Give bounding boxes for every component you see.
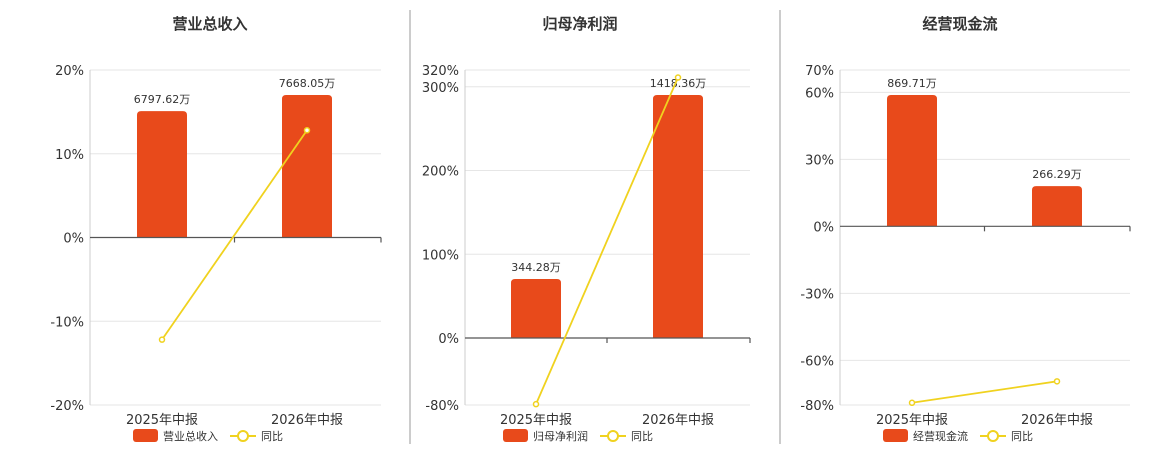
yoy-line bbox=[535, 77, 679, 405]
bar-2 bbox=[282, 95, 332, 238]
yoy-point-2 bbox=[303, 127, 311, 134]
bar-1 bbox=[887, 95, 937, 227]
legend-line-marker bbox=[607, 430, 619, 442]
legend-bar-swatch bbox=[133, 429, 158, 442]
legend-bar-label: 归母净利润 bbox=[533, 429, 588, 443]
legend-bar-swatch bbox=[503, 429, 528, 442]
category-label: 2026年中报 bbox=[271, 413, 343, 428]
bar-data-label: 7668.05万 bbox=[279, 77, 336, 90]
chart-title: 归母净利润 bbox=[542, 15, 617, 33]
bar-2 bbox=[653, 95, 703, 338]
legend-line-marker bbox=[237, 430, 249, 442]
legend-bar-label: 经营现金流 bbox=[913, 429, 968, 443]
y-tick-label: -30% bbox=[800, 287, 834, 302]
bar-data-label: 1418.36万 bbox=[650, 77, 707, 90]
y-tick-label: 200% bbox=[422, 165, 459, 180]
y-tick-label: 30% bbox=[805, 153, 834, 168]
yoy-point-2 bbox=[674, 74, 682, 81]
bar-1 bbox=[137, 111, 187, 238]
chart-panel-3: 经营现金流 70% 60% 30% 0% -30% -60% -80% 869.71万 266.2… bbox=[800, 15, 1131, 443]
y-tick-label: 20% bbox=[55, 64, 84, 79]
y-tick-label: 100% bbox=[422, 248, 459, 263]
legend-line-marker bbox=[987, 430, 999, 442]
y-tick-label: 0% bbox=[813, 220, 834, 235]
y-tick-label: -20% bbox=[50, 399, 84, 414]
yoy-line bbox=[161, 129, 308, 341]
yoy-point-1 bbox=[532, 400, 540, 408]
yoy-point-1 bbox=[158, 336, 166, 343]
y-tick-label: -10% bbox=[50, 315, 84, 330]
category-label: 2026年中报 bbox=[642, 413, 714, 428]
category-label: 2026年中报 bbox=[1021, 413, 1093, 428]
chart-title: 经营现金流 bbox=[922, 15, 997, 33]
chart-title: 营业总收入 bbox=[172, 15, 247, 33]
yoy-point-2 bbox=[1053, 378, 1061, 385]
y-tick-label: 0% bbox=[438, 332, 459, 347]
y-tick-label: 10% bbox=[55, 148, 84, 163]
legend-line-label: 同比 bbox=[631, 430, 653, 443]
legend-line-label: 同比 bbox=[1011, 430, 1033, 443]
y-tick-label: -60% bbox=[800, 354, 834, 369]
y-tick-label: -80% bbox=[425, 399, 459, 414]
chart-panel-2: 归母净利润 320% 300% 200% 100% 0% -80% 344.28万 1418.3… bbox=[422, 15, 751, 443]
y-tick-label: 60% bbox=[805, 86, 834, 101]
category-label: 2025年中报 bbox=[500, 413, 572, 428]
legend-bar-label: 营业总收入 bbox=[163, 429, 218, 443]
bar-data-label: 344.28万 bbox=[511, 261, 561, 274]
y-tick-label: -80% bbox=[800, 399, 834, 414]
y-tick-label: 0% bbox=[63, 232, 84, 247]
chart-panel-1: 营业总收入 20% 10% 0% -10% -20% 6797.62万 7668.05万 202… bbox=[50, 15, 382, 443]
legend-bar-swatch bbox=[883, 429, 908, 442]
yoy-line bbox=[911, 380, 1058, 404]
bar-data-label: 6797.62万 bbox=[134, 93, 191, 106]
bar-data-label: 869.71万 bbox=[887, 77, 937, 90]
yoy-point-1 bbox=[908, 399, 916, 407]
bar-1 bbox=[511, 279, 561, 338]
bar-data-label: 266.29万 bbox=[1032, 168, 1082, 181]
y-tick-label: 300% bbox=[422, 81, 459, 96]
category-label: 2025年中报 bbox=[876, 413, 948, 428]
category-label: 2025年中报 bbox=[126, 413, 198, 428]
bar-2 bbox=[1032, 186, 1082, 227]
legend-line-label: 同比 bbox=[261, 430, 283, 443]
y-tick-label: 320% bbox=[422, 64, 459, 79]
y-tick-label: 70% bbox=[805, 64, 834, 79]
